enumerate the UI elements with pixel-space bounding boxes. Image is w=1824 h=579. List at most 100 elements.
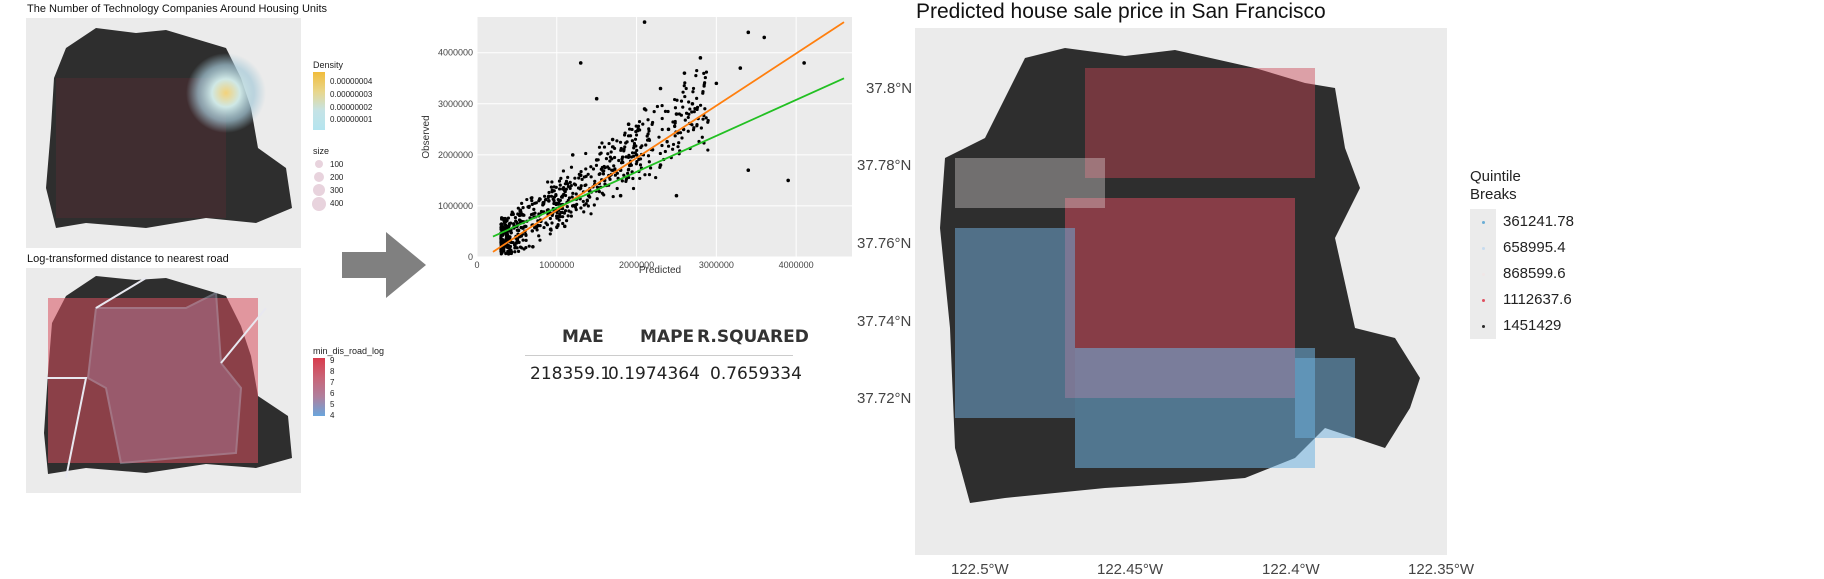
cloud-point-544 <box>511 240 515 245</box>
quintile-label-3: 868599.6 <box>1503 265 1566 282</box>
lat-tick-2: 37.78°N <box>857 157 912 174</box>
cloud-point-191 <box>623 131 627 135</box>
scatter-x-ticks: 0 1000000 2000000 3000000 4000000 <box>474 260 813 270</box>
data-point-26 <box>762 35 767 40</box>
blue-cluster-west <box>955 228 1075 418</box>
cloud-point-286 <box>516 206 520 210</box>
metric-header-mae: MAE <box>562 327 604 347</box>
cloud-point-642 <box>538 238 542 242</box>
cloud-point-255 <box>530 229 534 233</box>
cloud-point-228 <box>573 183 578 187</box>
data-point-3 <box>547 199 551 203</box>
cloud-point-312 <box>589 175 593 179</box>
cloud-point-288 <box>654 175 658 180</box>
cloud-point-667 <box>695 105 700 109</box>
cloud-point-332 <box>594 163 599 167</box>
data-point-22 <box>698 56 703 60</box>
cloud-point-421 <box>542 194 547 198</box>
cloud-point-76 <box>527 244 531 248</box>
cloud-point-55 <box>558 183 562 187</box>
cloud-point-163 <box>625 140 629 144</box>
cloud-point-599 <box>521 238 525 242</box>
cloud-point-660 <box>583 183 587 188</box>
lon-tick-2: 122.45°W <box>1097 561 1164 578</box>
cloud-point-417 <box>585 199 589 203</box>
cloud-point-448 <box>592 203 596 207</box>
cloud-point-136 <box>615 186 619 191</box>
cloud-point-584 <box>508 247 512 251</box>
data-point-11 <box>610 137 615 142</box>
cloud-point-121 <box>566 175 570 179</box>
cloud-point-675 <box>577 172 581 176</box>
cloud-point-694 <box>500 239 505 243</box>
cloud-point-690 <box>521 205 525 210</box>
cloud-point-196 <box>633 151 637 155</box>
panel2-map <box>26 268 301 493</box>
data-point-30 <box>578 61 583 65</box>
cloud-point-692 <box>603 166 607 170</box>
map3-title: Predicted house sale price in San Franci… <box>916 0 1326 23</box>
cloud-point-652 <box>612 155 617 160</box>
cloud-point-596 <box>499 234 503 238</box>
cloud-point-273 <box>683 81 687 85</box>
panel1-map <box>26 18 301 248</box>
cloud-point-318 <box>533 211 537 215</box>
cloud-point-359 <box>682 84 686 88</box>
cloud-point-531 <box>671 142 676 147</box>
cloud-point-164 <box>695 96 699 100</box>
cloud-point-461 <box>630 139 634 143</box>
cloud-point-92 <box>692 110 696 114</box>
cloud-point-519 <box>626 168 630 172</box>
cloud-point-63 <box>547 190 551 195</box>
cloud-point-67 <box>564 218 569 223</box>
y-tick-label-0: 0 <box>468 252 473 262</box>
cloud-point-480 <box>624 155 628 159</box>
cloud-point-44 <box>588 195 592 199</box>
cloud-point-22 <box>548 216 552 221</box>
cloud-point-447 <box>678 131 683 135</box>
data-point-32 <box>674 193 679 198</box>
cloud-point-638 <box>638 157 643 161</box>
data-point-37 <box>618 193 623 198</box>
cloud-point-687 <box>537 199 541 203</box>
cloud-point-633 <box>504 234 509 238</box>
quintile-label-1: 361241.78 <box>1503 213 1574 230</box>
x-tick-label-4: 4000000 <box>779 260 814 270</box>
map3-svg <box>940 48 1420 503</box>
cloud-point-56 <box>550 180 554 184</box>
cloud-point-316 <box>673 119 677 124</box>
cloud-point-247 <box>692 126 696 130</box>
cloud-point-666 <box>560 210 564 215</box>
cloud-point-386 <box>631 186 636 191</box>
cloud-point-207 <box>504 251 508 256</box>
cloud-point-291 <box>628 134 633 138</box>
cloud-point-49 <box>532 207 536 212</box>
blue-cluster-south <box>1075 348 1315 468</box>
cloud-point-532 <box>680 136 684 140</box>
cloud-point-219 <box>681 90 685 94</box>
boundary-line <box>46 277 267 479</box>
cloud-point-62 <box>623 145 627 149</box>
size-dot-2 <box>314 172 324 182</box>
cloud-point-536 <box>559 176 563 180</box>
data-point-17 <box>658 86 663 91</box>
cloud-point-256 <box>561 169 566 173</box>
cloud-point-659 <box>568 180 572 184</box>
cloud-point-400 <box>657 135 661 139</box>
cloud-point-621 <box>646 154 651 158</box>
cloud-point-429 <box>579 186 583 190</box>
road-tick-4: 6 <box>330 389 335 398</box>
cloud-point-169 <box>525 197 529 202</box>
cloud-point-382 <box>643 173 647 177</box>
cloud-point-363 <box>584 174 588 178</box>
cloud-point-565 <box>628 127 632 131</box>
cloud-point-585 <box>673 134 677 138</box>
data-point-31 <box>594 96 599 101</box>
cloud-point-568 <box>627 175 631 180</box>
cloud-point-452 <box>704 116 708 120</box>
cloud-point-671 <box>636 126 640 131</box>
lon-tick-3: 122.4°W <box>1262 561 1320 578</box>
cloud-point-414 <box>644 108 648 112</box>
cloud-point-679 <box>706 118 710 123</box>
quintile-key-5 <box>1470 313 1496 339</box>
